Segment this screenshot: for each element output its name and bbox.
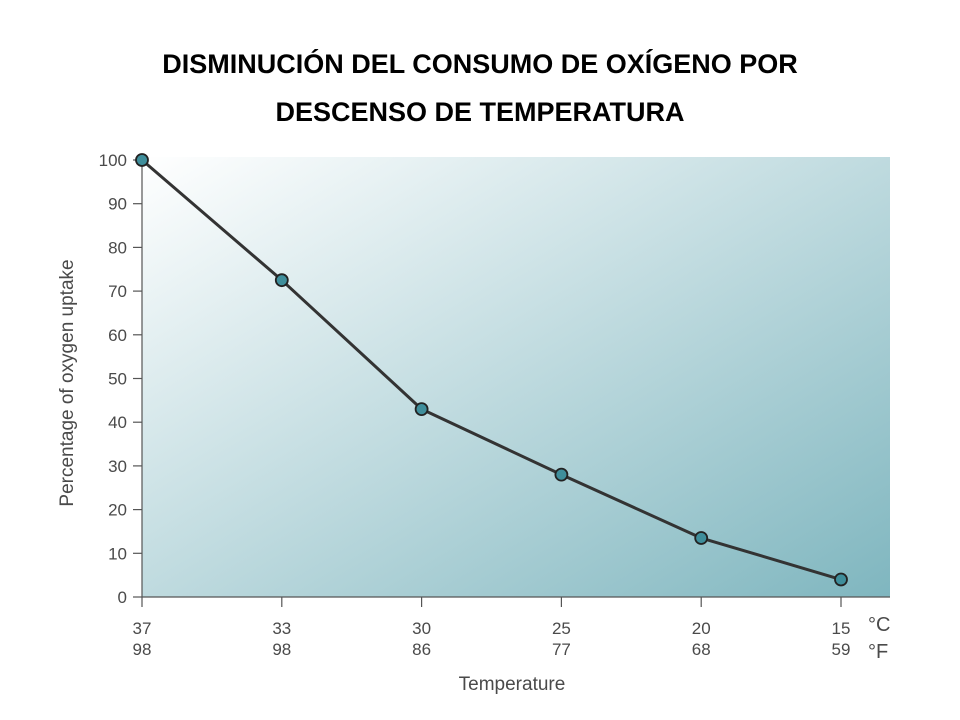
y-tick-label: 100 (99, 151, 127, 170)
plot-background (142, 157, 890, 597)
x-tick-label-fahrenheit: 98 (133, 640, 152, 659)
x-tick-label-celsius: 37 (133, 619, 152, 638)
x-axis-title: Temperature (459, 674, 566, 695)
y-tick-label: 50 (108, 370, 127, 389)
axes (141, 155, 890, 598)
x-tick-label-fahrenheit: 77 (552, 640, 571, 659)
y-tick-label: 20 (108, 501, 127, 520)
x-tick-label-celsius: 33 (272, 619, 291, 638)
slide-title-line-2: DESCENSO DE TEMPERATURA (275, 97, 685, 127)
axis-labels: Temperature Percentage of oxygen uptake (57, 259, 565, 695)
unit-celsius-label: °C (868, 614, 890, 636)
slide-title-line-1: DISMINUCIÓN DEL CONSUMO DE OXÍGENO POR (162, 49, 798, 79)
data-point (694, 531, 709, 545)
data-point (834, 572, 848, 587)
x-tick-label-fahrenheit: 68 (692, 640, 711, 659)
x-tick-label-celsius: 15 (832, 619, 851, 638)
x-tick-label-fahrenheit: 86 (412, 640, 431, 659)
y-axis-ticks: 0 10 20 30 40 50 60 70 80 90 100 (99, 151, 142, 607)
y-tick-label: 90 (108, 195, 127, 214)
series-line (141, 158, 842, 581)
data-point (274, 273, 289, 288)
y-tick-label: 40 (108, 413, 127, 432)
y-tick-label: 30 (108, 457, 127, 476)
unit-fahrenheit-label: °F (868, 641, 888, 663)
y-tick-label: 10 (108, 544, 127, 563)
data-series (135, 153, 848, 587)
data-point (414, 402, 429, 416)
slide-title: DISMINUCIÓN DEL CONSUMO DE OXÍGENO POR D… (60, 40, 900, 136)
y-tick-label: 70 (108, 282, 127, 301)
x-tick-label-celsius: 30 (412, 619, 431, 638)
x-tick-label-celsius: 20 (692, 619, 711, 638)
x-tick-label-celsius: 25 (552, 619, 571, 638)
y-tick-label: 0 (118, 588, 127, 607)
x-tick-label-fahrenheit: 59 (832, 640, 851, 659)
data-point (135, 153, 149, 167)
y-axis-title: Percentage of oxygen uptake (57, 259, 78, 506)
x-tick-label-fahrenheit: 98 (272, 640, 291, 659)
y-tick-label: 60 (108, 326, 127, 345)
x-axis-ticks: 37 98 33 98 30 86 25 77 20 68 15 59 °C °F (133, 597, 890, 663)
data-point (554, 467, 569, 482)
y-tick-label: 80 (108, 238, 127, 257)
